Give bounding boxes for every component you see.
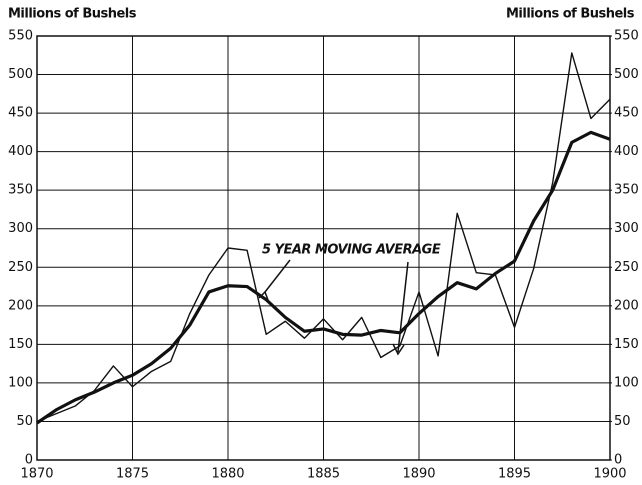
y2-tick-label: 300 — [614, 221, 639, 236]
x-tick-label: 1900 — [593, 467, 626, 482]
y-tick-label: 250 — [8, 260, 33, 275]
y2-tick-label: 0 — [614, 453, 622, 468]
x-tick-label: 1870 — [20, 467, 53, 482]
arrow — [397, 261, 409, 353]
x-tick-label: 1895 — [498, 467, 531, 482]
y2-tick-label: 400 — [614, 144, 639, 159]
x-tick-label: 1890 — [402, 467, 435, 482]
y-tick-label: 500 — [8, 67, 33, 82]
y-tick-label: 150 — [8, 337, 33, 352]
line — [36, 52, 611, 423]
y-tick-label: 400 — [8, 144, 33, 159]
y2-tick-label: 450 — [614, 106, 639, 121]
y2-tick-label: 50 — [614, 414, 631, 429]
y2-tick-label: 100 — [614, 375, 639, 390]
y-tick-label: 550 — [8, 29, 33, 44]
y2-tick-label: 350 — [614, 183, 639, 198]
arrowhead — [392, 343, 405, 356]
y-tick-label: 50 — [16, 414, 33, 429]
line — [36, 130, 611, 425]
y2-tick-label: 250 — [614, 260, 639, 275]
y-tick-label: 100 — [8, 375, 33, 390]
y2-tick-label: 500 — [614, 67, 639, 82]
y2-tick-label: 550 — [614, 29, 639, 44]
x-tick-label: 1875 — [116, 467, 149, 482]
y2-tick-label: 200 — [614, 298, 639, 313]
y-tick-label: 200 — [8, 298, 33, 313]
y-axis-label: Millions of Bushels — [8, 7, 137, 22]
annotation: 5 YEAR MOVING AVERAGE — [262, 243, 441, 258]
y2-tick-label: 150 — [614, 337, 639, 352]
y2-axis-label: Millions of Bushels — [506, 7, 635, 22]
y-tick-label: 450 — [8, 106, 33, 121]
arrow — [264, 259, 291, 293]
y-tick-label: 300 — [8, 221, 33, 236]
y-tick-label: 0 — [25, 453, 33, 468]
x-tick-label: 1885 — [307, 467, 340, 482]
x-tick-label: 1880 — [211, 467, 244, 482]
y-tick-label: 350 — [8, 183, 33, 198]
